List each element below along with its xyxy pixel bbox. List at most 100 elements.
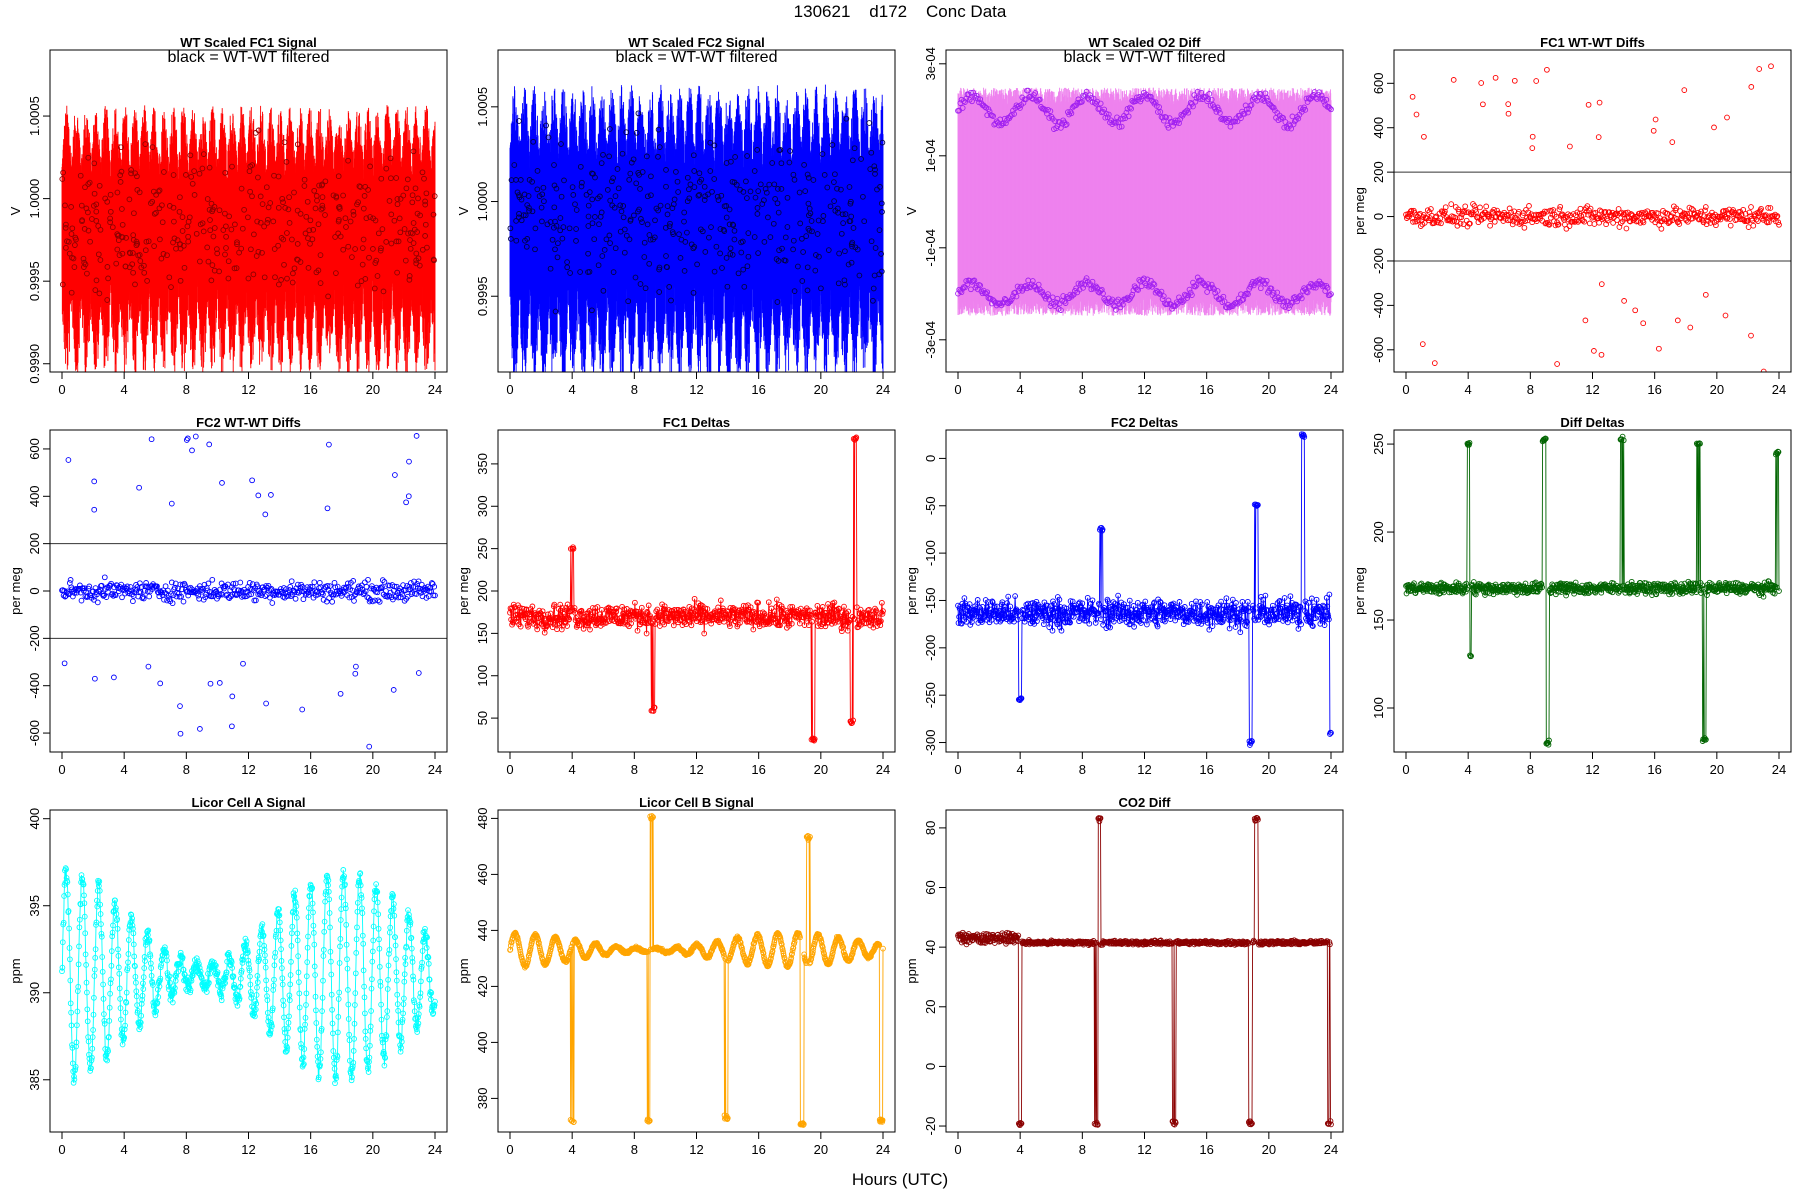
data-point: [261, 223, 267, 230]
data-point: [291, 265, 298, 272]
data-point: [774, 299, 781, 305]
data-point: [393, 238, 400, 245]
data-point: [377, 247, 384, 254]
data-point: [325, 293, 331, 300]
data-point: [831, 198, 837, 204]
data-point: [380, 288, 387, 295]
data-point: [743, 178, 749, 185]
data-point: [604, 187, 611, 193]
data-point: [755, 250, 761, 256]
data-point: [216, 268, 222, 275]
data-point: [223, 223, 229, 230]
data-point: [222, 169, 229, 176]
data-point: [275, 242, 281, 249]
data-point: [255, 174, 261, 181]
data-point: [413, 257, 420, 264]
data-point: [95, 223, 102, 229]
data-point: [410, 148, 417, 155]
data-point: [521, 191, 528, 198]
x-tick-label: 0: [506, 382, 513, 397]
data-point: [208, 200, 215, 207]
data-point: [656, 144, 663, 150]
data-point: [136, 252, 143, 258]
data-point: [836, 250, 842, 257]
data-point: [815, 217, 822, 224]
data-point: [241, 206, 247, 213]
data-point: [200, 228, 207, 235]
data-point: [723, 214, 730, 221]
data-point: [800, 249, 806, 255]
data-point: [289, 236, 295, 243]
data-point: [174, 237, 181, 243]
data-point: [82, 184, 88, 191]
y-tick-label: 0.9995: [27, 261, 42, 301]
data-point: [609, 178, 615, 185]
data-point: [223, 233, 229, 240]
data-point: [536, 193, 543, 199]
data-point: [255, 248, 262, 255]
data-point: [168, 284, 174, 290]
data-point: [259, 249, 265, 256]
data-point: [183, 172, 189, 178]
data-point: [367, 163, 373, 170]
data-point: [754, 147, 761, 153]
data-point: [871, 163, 878, 170]
data-point: [396, 215, 403, 222]
data-point: [626, 236, 633, 243]
data-point: [343, 224, 349, 230]
data-point: [694, 261, 700, 268]
data-point: [619, 150, 626, 157]
data-point: [769, 160, 776, 166]
data-point: [558, 193, 565, 200]
data-point: [633, 129, 640, 136]
data-point: [141, 269, 148, 276]
data-point: [790, 246, 796, 253]
data-point: [642, 285, 649, 292]
data-point: [214, 246, 220, 252]
data-point: [655, 207, 661, 214]
data-point: [564, 264, 571, 271]
data-point: [820, 213, 827, 219]
data-point: [297, 210, 304, 217]
data-point: [847, 200, 854, 207]
data-point: [225, 258, 232, 265]
data-point: [394, 269, 400, 276]
data-point: [557, 215, 564, 221]
data-point: [397, 196, 404, 202]
data-point: [226, 213, 232, 220]
data-point: [371, 285, 378, 292]
data-point: [573, 226, 579, 232]
data-point: [301, 183, 308, 189]
data-point: [247, 163, 254, 170]
panel-fc1sig: 0 4 8 12 16 20 24 0.9990 0.9995 1.0000 1.0005 V WT S…: [8, 35, 448, 397]
data-point: [511, 162, 518, 168]
data-point: [104, 297, 111, 303]
data-point: [116, 252, 123, 258]
data-point: [177, 241, 183, 248]
data-point: [77, 172, 84, 179]
data-point: [68, 231, 75, 237]
data-point: [319, 205, 326, 212]
data-point: [304, 198, 311, 205]
data-point: [59, 176, 66, 182]
data-point: [278, 277, 284, 283]
data-point: [673, 169, 679, 175]
data-point: [142, 247, 149, 254]
x-tick-label: 24: [876, 382, 890, 397]
data-point: [646, 232, 653, 238]
data-point: [577, 163, 584, 170]
data-point: [732, 154, 738, 160]
data-point: [858, 156, 864, 162]
data-point: [164, 252, 170, 259]
data-point: [322, 178, 329, 185]
data-point: [804, 171, 811, 178]
data-point: [825, 247, 832, 253]
data-point: [342, 215, 349, 222]
data-point: [91, 202, 97, 209]
data-point: [400, 192, 407, 199]
data-point: [784, 224, 791, 230]
data-point: [407, 237, 413, 243]
data-point: [66, 250, 73, 257]
data-point: [805, 174, 812, 181]
data-point: [60, 169, 66, 176]
